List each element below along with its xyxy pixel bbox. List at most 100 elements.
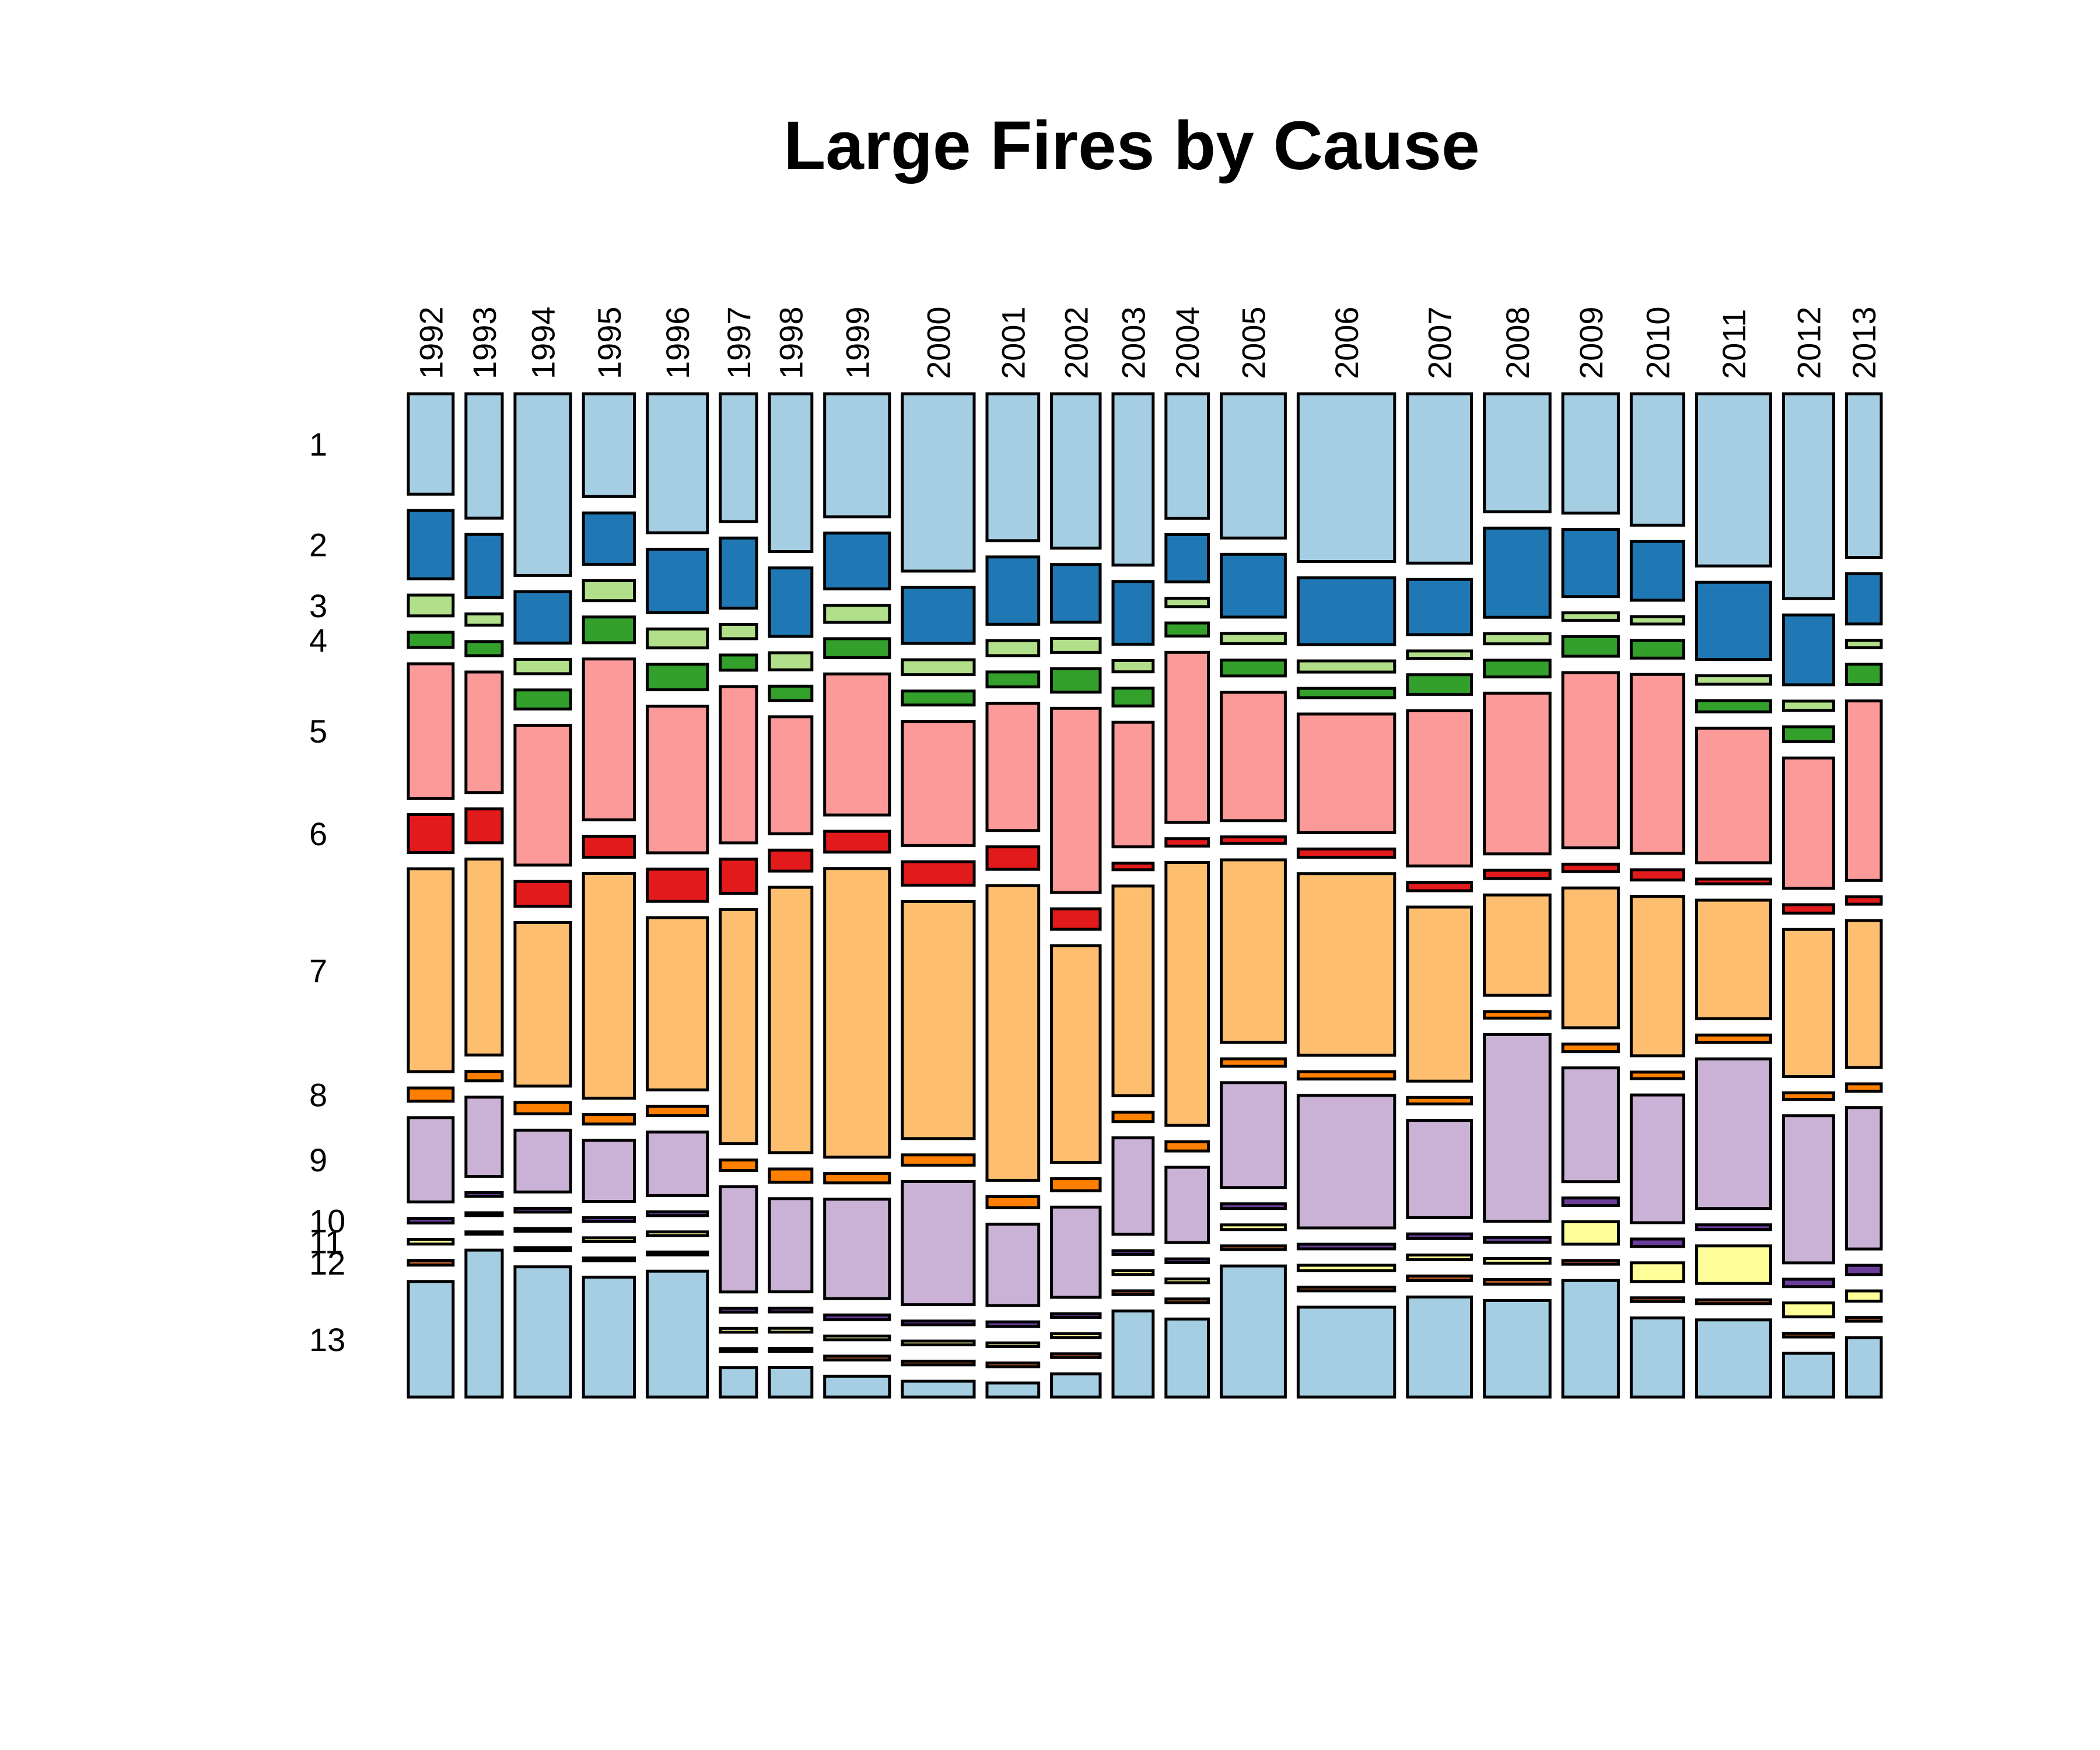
mosaic-cell-1993-cause-11 [464,1211,504,1217]
mosaic-cell-2004-cause-3 [1164,597,1210,608]
mosaic-cell-2013-cause-3 [1845,639,1883,649]
mosaic-cell-2008-cause-11 [1483,1256,1552,1265]
year-label-1998: 1998 [772,306,809,379]
year-label-2008: 2008 [1499,306,1536,379]
cause-label-12: 12 [309,1245,345,1282]
mosaic-cell-2010-cause-1 [1629,392,1685,527]
mosaic-cell-1995-cause-1 [582,392,636,498]
mosaic-cell-1998-cause-10 [768,1307,814,1314]
mosaic-cell-2009-cause-8 [1561,1042,1620,1054]
mosaic-cell-2010-cause-8 [1629,1070,1685,1080]
mosaic-cell-1993-cause-3 [464,612,504,627]
mosaic-cell-2011-cause-4 [1695,699,1772,713]
cause-label-7: 7 [309,952,327,989]
mosaic-cell-1999-cause-10 [823,1313,891,1321]
mosaic-cell-2003-cause-1 [1111,392,1155,567]
mosaic-cell-2013-cause-2 [1845,572,1883,626]
mosaic-cell-2009-cause-13 [1561,1279,1620,1399]
mosaic-cell-1996-cause-4 [646,663,709,691]
mosaic-cell-1994-cause-9 [513,1128,572,1194]
mosaic-cell-2009-cause-12 [1561,1259,1620,1266]
mosaic-cell-1997-cause-5 [719,685,758,845]
mosaic-cell-2010-cause-7 [1629,895,1685,1058]
mosaic-cell-2004-cause-12 [1164,1297,1210,1304]
mosaic-cell-2005-cause-6 [1220,835,1287,845]
mosaic-cell-2006-cause-11 [1296,1264,1396,1272]
mosaic-cell-2009-cause-3 [1561,611,1620,622]
mosaic-cell-2001-cause-11 [985,1341,1041,1349]
mosaic-cell-1998-cause-1 [768,392,814,554]
mosaic-cell-2011-cause-9 [1695,1057,1772,1210]
year-label-2001: 2001 [995,306,1031,379]
mosaic-cell-1995-cause-7 [582,872,636,1100]
mosaic-cell-2008-cause-7 [1483,893,1552,997]
mosaic-cell-2006-cause-8 [1296,1070,1396,1081]
mosaic-cell-2010-cause-11 [1629,1261,1685,1283]
mosaic-cell-1999-cause-7 [823,867,891,1159]
mosaic-cell-2002-cause-5 [1050,706,1102,894]
mosaic-cell-2007-cause-4 [1406,673,1474,696]
mosaic-cell-1997-cause-4 [719,653,758,672]
mosaic-cell-1998-cause-6 [768,848,814,873]
mosaic-cell-1997-cause-11 [719,1326,758,1334]
year-label-2005: 2005 [1236,306,1272,379]
mosaic-cell-2000-cause-7 [901,900,976,1140]
cause-label-10: 10 [309,1203,345,1240]
mosaic-cell-2004-cause-1 [1164,392,1210,520]
year-label-1996: 1996 [659,306,696,379]
year-label-2003: 2003 [1115,306,1152,379]
year-label-2007: 2007 [1422,306,1458,379]
mosaic-cell-1997-cause-9 [719,1185,758,1294]
mosaic-cell-2012-cause-9 [1782,1114,1835,1265]
mosaic-cell-1999-cause-8 [823,1172,891,1185]
mosaic-cell-1995-cause-8 [582,1113,636,1126]
year-label-2000: 2000 [920,306,957,379]
mosaic-cell-2002-cause-1 [1050,392,1102,550]
mosaic-cell-2013-cause-11 [1845,1289,1883,1303]
year-label-2010: 2010 [1639,306,1676,379]
mosaic-cell-2000-cause-3 [901,658,976,677]
mosaic-cell-1995-cause-9 [582,1139,636,1203]
cause-label-5: 5 [309,713,327,750]
year-label-2012: 2012 [1790,306,1827,379]
mosaic-cell-2009-cause-11 [1561,1220,1620,1246]
mosaic-cell-1994-cause-2 [513,590,572,645]
mosaic-cell-1999-cause-9 [823,1198,891,1300]
mosaic-cell-2006-cause-4 [1296,687,1396,699]
mosaic-cell-1996-cause-12 [646,1250,709,1256]
mosaic-cell-1997-cause-6 [719,858,758,895]
mosaic-cell-1994-cause-8 [513,1101,572,1115]
chart-title: Large Fires by Cause [783,107,1480,184]
mosaic-cell-1999-cause-3 [823,604,891,624]
mosaic-cell-1999-cause-5 [823,672,891,817]
mosaic-cell-2003-cause-7 [1111,884,1155,1098]
mosaic-cell-2011-cause-13 [1695,1318,1772,1399]
mosaic-cell-1994-cause-10 [513,1206,572,1214]
mosaic-cell-1999-cause-12 [823,1354,891,1362]
mosaic-cell-1992-cause-7 [407,867,455,1073]
mosaic-cell-2005-cause-13 [1220,1264,1287,1399]
mosaic-cell-1998-cause-12 [768,1347,814,1353]
mosaic-cell-2007-cause-7 [1406,905,1474,1083]
mosaic-cell-2000-cause-9 [901,1180,976,1307]
mosaic-cell-2010-cause-9 [1629,1093,1685,1224]
mosaic-cell-1999-cause-11 [823,1334,891,1342]
mosaic-cell-1995-cause-6 [582,835,636,859]
mosaic-cell-2007-cause-11 [1406,1253,1474,1261]
mosaic-cell-1998-cause-3 [768,651,814,671]
mosaic-cell-2005-cause-3 [1220,632,1287,646]
year-label-2011: 2011 [1716,309,1752,379]
mosaic-cell-1993-cause-12 [464,1230,504,1236]
mosaic-cell-2002-cause-4 [1050,667,1102,694]
mosaic-cell-2013-cause-13 [1845,1336,1883,1399]
mosaic-cell-2004-cause-4 [1164,621,1210,638]
mosaic-cell-1994-cause-5 [513,723,572,867]
mosaic-cell-1996-cause-7 [646,916,709,1091]
mosaic-cell-2008-cause-8 [1483,1010,1552,1020]
mosaic-cell-2008-cause-1 [1483,392,1552,513]
cause-label-1: 1 [309,426,327,463]
mosaic-cell-2011-cause-10 [1695,1223,1772,1231]
mosaic-cell-1995-cause-10 [582,1216,636,1223]
